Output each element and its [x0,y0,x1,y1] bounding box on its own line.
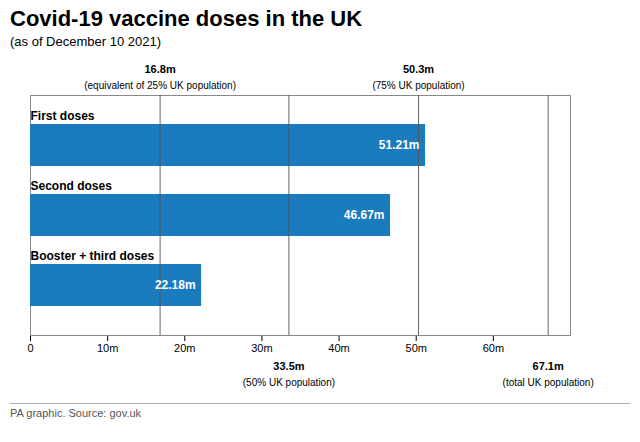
svg-text:Second doses: Second doses [31,179,113,193]
svg-text:33.5m: 33.5m [273,360,304,372]
svg-text:0: 0 [27,342,33,354]
svg-text:First doses: First doses [31,109,95,123]
svg-text:50.3m: 50.3m [403,63,434,75]
svg-text:50m: 50m [406,342,427,354]
svg-text:10m: 10m [97,342,118,354]
svg-text:40m: 40m [328,342,349,354]
svg-text:(75% UK population): (75% UK population) [372,80,464,91]
svg-text:20m: 20m [174,342,195,354]
html-text:(as of December 10 2021): (as of December 10 2021) [10,34,161,49]
svg-text:Booster + third doses: Booster + third doses [31,249,155,263]
svg-text:16.8m: 16.8m [144,63,175,75]
svg-text:30m: 30m [251,342,272,354]
svg-text:51.21m: 51.21m [379,138,420,152]
html-text:PA graphic. Source: gov.uk: PA graphic. Source: gov.uk [10,407,142,419]
svg-text:67.1m: 67.1m [533,360,564,372]
svg-text:46.67m: 46.67m [344,208,385,222]
svg-text:(total UK population): (total UK population) [503,377,594,388]
svg-text:22.18m: 22.18m [155,278,196,292]
svg-text:(50% UK population): (50% UK population) [243,377,335,388]
svg-text:60m: 60m [483,342,504,354]
html-text:Covid-19 vaccine doses in the: Covid-19 vaccine doses in the UK [10,6,363,31]
svg-text:(equivalent of 25% UK populati: (equivalent of 25% UK population) [84,80,236,91]
